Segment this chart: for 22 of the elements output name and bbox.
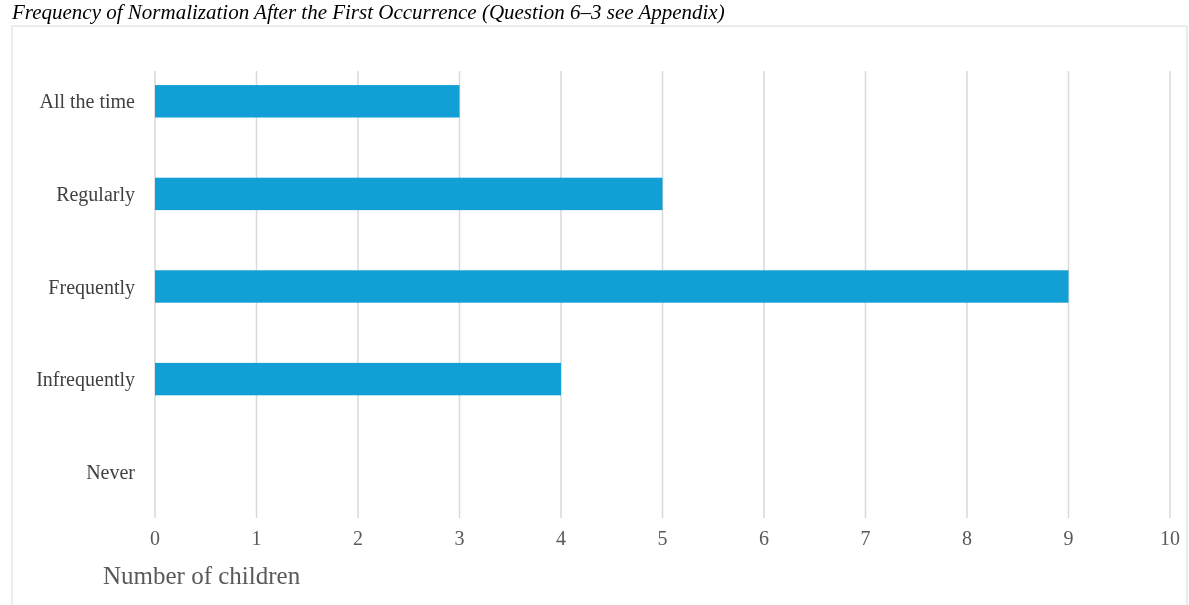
x-tick-label: 1: [251, 527, 262, 549]
x-axis-title: Number of children: [103, 562, 301, 589]
x-tick-label: 0: [150, 527, 160, 549]
chart-title: Frequency of Normalization After the First Occurrence (Question 6–3 see Appendix): [11, 0, 725, 24]
x-tick-label: 3: [454, 527, 465, 549]
x-tick-label: 7: [860, 527, 871, 549]
y-tick-label: Regularly: [56, 182, 135, 206]
bar: [155, 362, 561, 396]
x-tick-label: 8: [962, 527, 972, 549]
bar: [155, 270, 1069, 303]
bar: [155, 177, 663, 211]
x-tick-label: 9: [1063, 527, 1074, 549]
y-tick-label: All the time: [39, 90, 136, 113]
x-tick-label: 6: [759, 527, 769, 549]
y-tick-label: Never: [86, 460, 136, 483]
x-tick-label: 2: [353, 527, 363, 549]
y-tick-label: Infrequently: [36, 368, 135, 392]
x-tick-label: 4: [556, 527, 566, 549]
x-tick-label: 5: [657, 527, 668, 549]
x-tick-label: 10: [1160, 527, 1180, 549]
bar: [155, 85, 460, 118]
y-tick-label: Frequently: [48, 275, 135, 299]
